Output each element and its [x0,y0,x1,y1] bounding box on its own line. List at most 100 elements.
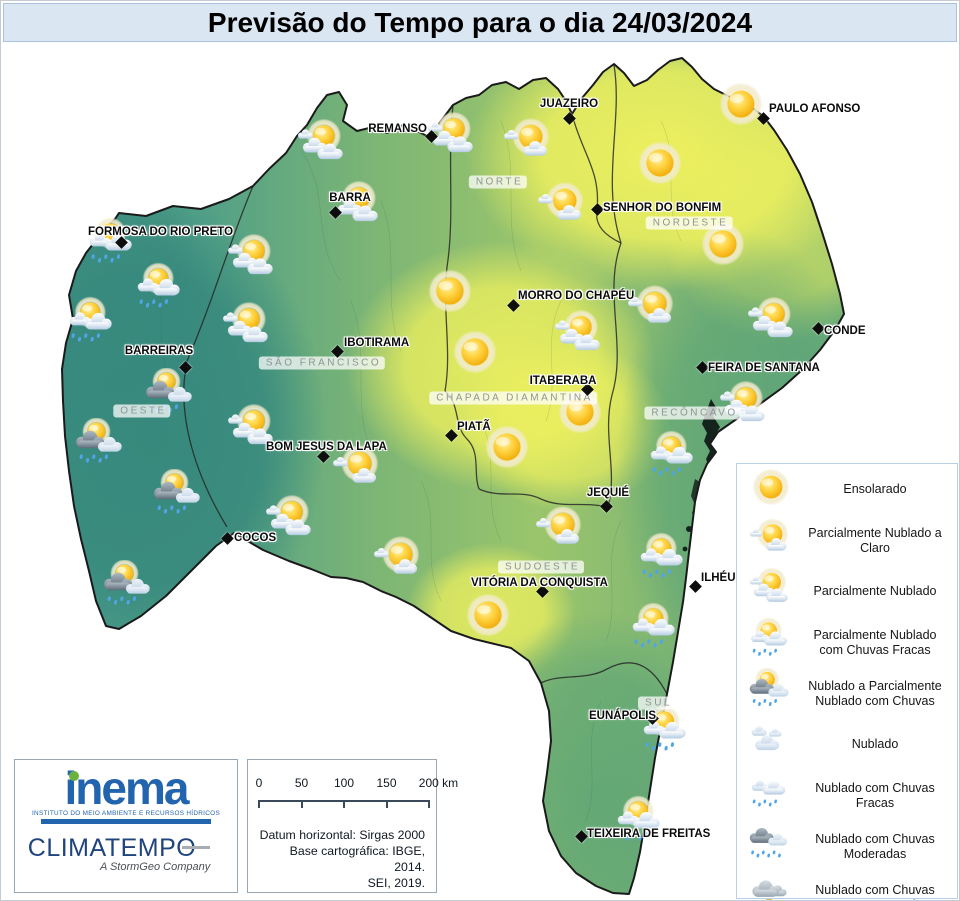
climatempo-logo: CLIMATEMPO A StormGeo Company [28,834,224,873]
city-label-barra: BARRA [329,192,371,204]
city-marker-icon [328,205,342,219]
legend-item: Parcialmente Nublado [737,566,957,617]
city-label-barreiras: BARREIRAS [124,345,194,357]
agency-logo-box: inema INSTITUTO DO MEIO AMBIENTE E RECUR… [14,759,238,893]
inema-wordmark: inema [64,762,190,814]
weather-icon-sun-clouds-rain [66,296,120,350]
city-marker-icon [574,829,588,843]
weather-icon-sun-clouds-rain [614,795,668,849]
sun-clouds-icon [743,566,799,617]
scale-tick-label: 200 km [418,776,459,790]
legend-label: Nublado com Chuvas Fortes e Trovoadas [815,882,935,900]
map-scale-box: 0 50 100 150 200 km Datum horizontal: Sirgas… [247,759,458,893]
region-label-sul: SUL [638,696,676,710]
datum-info: Datum horizontal: Sirgas 2000 Base carto… [257,828,427,892]
weather-icon-sun-clouds [746,295,800,349]
legend-label: Parcialmente Nublado [813,584,937,599]
region-label-nordeste: NORDESTE [645,216,733,230]
legend-item: Nublado [737,719,957,770]
sun-darkclouds-rain-icon [743,667,799,719]
city-label-paulo-afonso: PAULO AFONSO [769,103,861,115]
weather-legend: Ensolarado Parcialmente Nublado a Claro Pa… [736,463,958,900]
page-title: Previsão do Tempo para o dia 24/03/2024 [207,7,753,38]
city-marker-icon [590,202,604,216]
scale-tick [385,800,388,808]
climatempo-dash-icon [182,846,211,850]
legend-label: Nublado com Chuvas Moderadas [815,831,935,861]
scale-tick-label: 100 [333,776,355,790]
weather-icon-sun [714,77,768,131]
weather-icon-sun [633,136,687,190]
clouds-icon [743,719,799,770]
city-marker-icon [178,360,192,374]
city-marker-icon [695,360,709,374]
region-label-oeste: OESTE [113,404,171,418]
inema-logo: inema [64,762,190,814]
city-marker-icon [444,428,458,442]
title-bar: Previsão do Tempo para o dia 24/03/2024 [3,3,957,42]
city-label-bom-jesus-da-lapa: BOM JESUS DA LAPA [266,441,387,453]
city-label-senhor-do-bonfim: SENHOR DO BONFIM [603,202,722,214]
legend-label: Parcialmente Nublado com Chuvas Fracas [813,627,937,657]
weather-icon-sun-darkclouds-rain [152,468,206,523]
legend-item: Nublado com Chuvas Moderadas [737,821,957,872]
sun-small-cloud-icon [743,515,799,566]
weather-icon-sun-clouds [296,117,350,171]
city-label-ilhéus: ILHÉUS [701,572,744,584]
legend-item: Ensolarado [737,464,957,515]
city-label-itaberaba: ITABERABA [529,375,597,387]
sun-clouds-rain-icon [743,617,799,668]
city-label-vitória-da-conquista: VITÓRIA DA CONQUISTA [471,577,608,589]
city-label-feira-de-santana: FEIRA DE SANTANA [708,362,820,374]
city-marker-icon [220,531,234,545]
datum-line: Base cartográfica: IBGE, 2014. [289,843,425,874]
scale-tick-label: 0 [255,776,263,790]
region-label-são-francisco: SÃO FRANCISCO [258,356,386,370]
legend-item: Nublado com Chuvas Fracas [737,770,957,821]
weather-icon-sun [461,588,515,642]
weather-icon-sun-darkclouds-rain [102,559,156,614]
weather-icon-sun [448,325,502,379]
weather-icon-sun-small-cloud [372,532,426,586]
climatempo-wordmark: CLIMATEMPO [27,834,197,863]
city-label-formosa-do-rio-preto: FORMOSA DO RIO PRETO [88,226,234,238]
inema-blue-bar [41,819,211,825]
city-label-ibotirama: IBOTIRAMA [344,337,410,349]
legend-label: Nublado com Chuvas Fracas [815,780,935,810]
region-label-chapada-diamantina: CHAPADA DIAMANTINA [429,391,597,405]
city-marker-icon [756,111,770,125]
scale-tick-label: 150 [376,776,397,790]
city-label-remanso: REMANSO [368,123,427,135]
city-label-cocos: COCOS [234,532,277,544]
legend-item: Nublado com Chuvas Fortes e Trovoadas [737,872,957,900]
climatempo-subtitle: A StormGeo Company [99,861,211,874]
sun-icon [743,464,799,515]
inema-subtitle: INSTITUTO DO MEIO AMBIENTE E RECURSOS HÍ… [31,810,221,818]
weather-icon-sun-clouds-rain [637,532,691,586]
legend-label: Parcialmente Nublado a Claro [808,525,942,555]
weather-icon-sun-clouds-rain [134,262,188,316]
city-marker-icon [688,579,702,593]
city-label-eunápolis: EUNÁPOLIS [589,710,657,722]
legend-item: Parcialmente Nublado a Claro [737,515,957,566]
city-label-conde: CONDE [824,325,866,337]
datum-line: Datum horizontal: Sirgas 2000 [259,828,425,842]
city-marker-icon [330,344,344,358]
city-label-juazeiro: JUAZEIRO [539,98,599,110]
city-label-jequié: JEQUIÉ [586,487,630,499]
scale-tick [300,800,303,808]
city-label-teixeira-de-freitas: TEIXEIRA DE FREITAS [587,828,711,840]
scale-tick [258,800,260,808]
weather-icon-sun-clouds [221,300,275,354]
legend-item: Parcialmente Nublado com Chuvas Fracas [737,617,957,668]
legend-label: Nublado [851,737,899,752]
city-label-morro-do-chapéu: MORRO DO CHAPÉU [518,290,635,302]
weather-icon-sun-clouds [331,179,385,233]
region-label-sudoeste: SUDOESTE [497,560,585,574]
weather-icon-sun-clouds-rain [629,602,683,656]
city-marker-icon [599,499,613,513]
scale-tick [428,800,430,808]
clouds-lightning-rain-icon [743,872,799,900]
weather-icon-sun-clouds [226,232,280,286]
